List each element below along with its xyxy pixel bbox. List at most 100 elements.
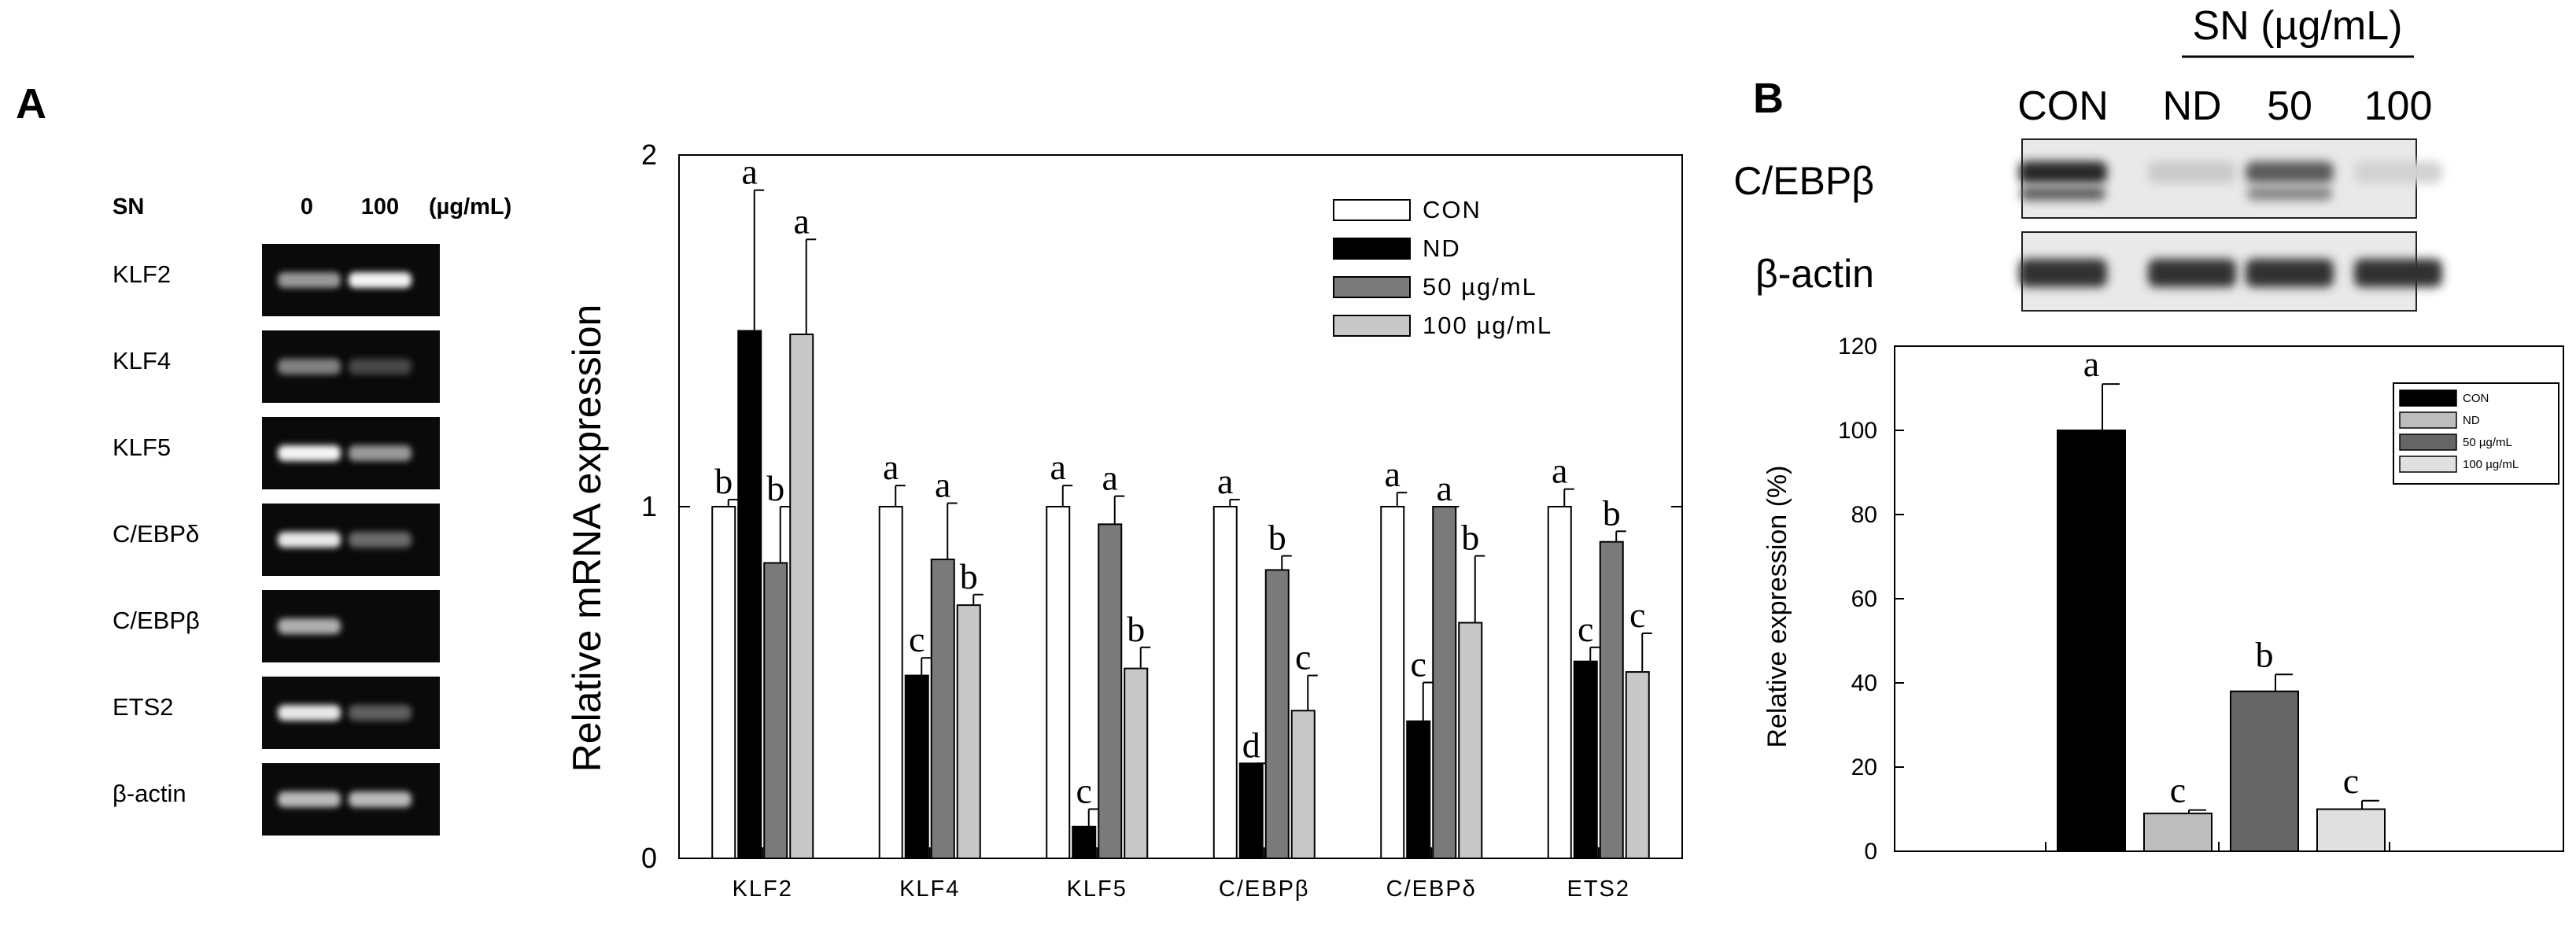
- gel-lane-100: 100: [361, 194, 399, 220]
- chart-a-x-label-4: C/EBPδ: [1386, 876, 1477, 902]
- gel-band: [278, 791, 341, 807]
- chart-a-bar-4-1: [1406, 720, 1431, 859]
- chart-a-legend-label-1: ND: [1423, 234, 1461, 262]
- chart-a-sig-label-5-3: c: [1629, 595, 1645, 635]
- chart-a-sig-label-2-0: a: [1050, 447, 1066, 487]
- chart-a-bar-5-3: [1625, 671, 1650, 860]
- gel-treatment-label: SN: [113, 194, 144, 220]
- gel-band: [349, 791, 411, 807]
- chart-a-sig-label-1-3: b: [960, 556, 978, 596]
- chart-a-bar-5-1: [1573, 660, 1598, 859]
- chart-b-legend: CON ND 50 µg/mL 100 µg/mL: [2393, 382, 2559, 485]
- blot-lane-label-2: 50: [2267, 83, 2312, 129]
- gel-band: [349, 445, 411, 461]
- chart-a-y-ticks: 0 1 2: [641, 138, 1682, 874]
- gel-band: [278, 272, 341, 288]
- chart-a-bar-4-0: [1380, 506, 1405, 859]
- chart-a-legend-swatch-3: [1333, 315, 1411, 337]
- chart-b-y-tick-label-0: 0: [1864, 839, 1877, 865]
- chart-a-sig-label-4-3: b: [1461, 518, 1479, 558]
- chart-a-sig-label-3-0: a: [1217, 461, 1233, 501]
- chart-b-bar-0: [2057, 430, 2126, 852]
- chart-b-y-tick-label-6: 120: [1838, 334, 1877, 360]
- gel-lane-0: 0: [301, 194, 313, 220]
- chart-a: 012 Relative mRNA expression babaacabaca…: [565, 138, 1683, 902]
- chart-a-bar-0-0: [711, 506, 736, 859]
- chart-a-legend: CON ND 50 µg/mL 100 µg/mL: [1333, 196, 1552, 339]
- chart-a-bar-0-3: [789, 333, 814, 860]
- chart-a-sig-label-0-0: b: [714, 461, 733, 501]
- chart-a-x-label-3: C/EBPβ: [1219, 876, 1310, 902]
- chart-a-sig-label-5-0: a: [1552, 451, 1567, 491]
- chart-a-bar-1-1: [904, 674, 929, 859]
- chart-a-sig-label-4-0: a: [1385, 454, 1401, 494]
- chart-a-y-tick-label-1: 1: [641, 490, 657, 522]
- chart-a-sig-label-2-1: c: [1076, 770, 1092, 810]
- chart-a-legend-label-2: 50 µg/mL: [1423, 273, 1537, 301]
- chart-b-sig-label-2: b: [2256, 634, 2274, 674]
- panel-b-letter: B: [1753, 75, 1784, 122]
- chart-a-x-label-0: KLF2: [733, 876, 793, 902]
- gel-band: [278, 359, 341, 374]
- chart-b-bar-1: [2143, 812, 2212, 852]
- chart-a-sig-label-2-2: a: [1102, 458, 1118, 498]
- chart-b-legend-label-2: 50 µg/mL: [2463, 436, 2512, 449]
- gel-band: [278, 445, 341, 461]
- blot-band: [2019, 161, 2107, 183]
- chart-a-sig-label-5-2: b: [1603, 493, 1621, 533]
- chart-a-x-labels: KLF2 KLF4 KLF5 C/EBPβ C/EBPδ ETS2: [733, 847, 1630, 902]
- chart-a-bar-3-3: [1290, 710, 1316, 860]
- chart-a-bar-2-3: [1124, 667, 1149, 859]
- chart-a-x-label-5: ETS2: [1567, 876, 1630, 902]
- chart-b-sig-label-0: a: [2083, 344, 2099, 384]
- chart-a-bar-2-2: [1098, 523, 1123, 859]
- chart-b-bars: a c b c: [2057, 344, 2386, 853]
- chart-a-legend-label-0: CON: [1423, 196, 1482, 223]
- chart-a-sig-label-3-2: b: [1268, 518, 1286, 558]
- blot-lane-labels: CON ND 50 100: [2017, 83, 2432, 129]
- blot-lane-label-1: ND: [2162, 83, 2221, 129]
- blot-band-lower: [2247, 186, 2332, 201]
- chart-a-legend-swatch-1: [1333, 238, 1411, 260]
- chart-a-bar-0-1: [737, 330, 762, 859]
- blot-band-lower: [2021, 186, 2105, 201]
- chart-b-legend-label-1: ND: [2463, 414, 2480, 427]
- chart-b-legend-label-0: CON: [2463, 392, 2489, 405]
- chart-a-sig-label-5-1: c: [1578, 609, 1593, 649]
- chart-a-bar-1-0: [878, 506, 903, 859]
- chart-b-y-tick-label-1: 20: [1851, 754, 1877, 780]
- chart-a-bar-1-3: [956, 604, 981, 859]
- chart-b-sig-label-1: c: [2170, 770, 2186, 810]
- chart-a-bar-5-2: [1599, 540, 1624, 859]
- chart-a-y-tick-label-2: 2: [641, 138, 657, 171]
- chart-a-bar-4-3: [1458, 622, 1483, 859]
- gel-band: [349, 359, 411, 374]
- chart-a-bar-2-1: [1072, 825, 1097, 860]
- gel-band: [278, 705, 341, 721]
- chart-a-legend-label-3: 100 µg/mL: [1423, 312, 1552, 339]
- chart-b-y-tick-label-5: 100: [1838, 418, 1877, 444]
- blot-rows: C/EBPβ β-actin: [1733, 138, 2442, 312]
- gel-row-label-0: KLF2: [113, 260, 171, 288]
- chart-a-bar-3-0: [1212, 506, 1238, 859]
- chart-a-sig-label-0-3: a: [794, 201, 810, 241]
- chart-a-legend-swatch-0: [1333, 199, 1411, 221]
- blot-lane-label-3: 100: [2364, 83, 2433, 129]
- gel-band: [349, 705, 411, 721]
- chart-b-bar-2: [2230, 690, 2299, 853]
- chart-a-bar-4-2: [1432, 506, 1457, 859]
- chart-a-x-label-1: KLF4: [899, 876, 960, 902]
- chart-b-y-axis-title: Relative expression (%): [1762, 465, 1792, 747]
- chart-a-bar-3-2: [1264, 569, 1290, 860]
- chart-a-sig-label-1-1: c: [909, 619, 924, 659]
- gel-row-label-1: KLF4: [113, 347, 171, 374]
- chart-a-bar-2-0: [1046, 506, 1071, 859]
- blot-row-label-1: β-actin: [1755, 252, 1874, 296]
- gel-band: [278, 532, 341, 548]
- chart-b-y-tick-label-2: 40: [1851, 670, 1877, 696]
- gel-row-label-5: ETS2: [113, 693, 174, 721]
- chart-a-sig-label-0-2: b: [766, 468, 784, 508]
- blot-treatment-label: SN (µg/mL): [2193, 3, 2403, 49]
- chart-b-y-ticks: 0 20 40 60 80 100 120: [1838, 334, 2390, 865]
